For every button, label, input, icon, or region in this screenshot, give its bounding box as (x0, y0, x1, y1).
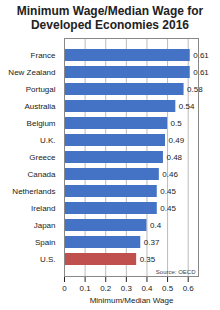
svg-text:Ireland: Ireland (31, 204, 55, 213)
svg-text:Minimum/Median Wage: Minimum/Median Wage (90, 296, 174, 305)
svg-text:Source: OECD: Source: OECD (156, 269, 196, 275)
svg-text:0.58: 0.58 (187, 85, 203, 94)
svg-text:Greece: Greece (29, 153, 56, 162)
svg-text:0: 0 (62, 284, 67, 293)
svg-text:Belgium: Belgium (27, 119, 56, 128)
svg-text:0.35: 0.35 (140, 255, 156, 264)
svg-text:Japan: Japan (34, 221, 56, 230)
svg-text:0.4: 0.4 (150, 221, 162, 230)
html-text:Minimum Wage/Median Wage for D: Minimum Wage/Median Wage for Developed E… (16, 4, 204, 32)
svg-text:0.45: 0.45 (160, 204, 176, 213)
svg-text:0.4: 0.4 (141, 284, 153, 293)
svg-text:0.5: 0.5 (171, 119, 183, 128)
svg-text:0.2: 0.2 (100, 284, 112, 293)
svg-text:0.48: 0.48 (166, 153, 182, 162)
svg-text:0.49: 0.49 (169, 136, 185, 145)
svg-text:0.46: 0.46 (162, 170, 178, 179)
svg-text:U.S.: U.S. (40, 255, 56, 264)
svg-text:Australia: Australia (24, 102, 56, 111)
svg-text:0.45: 0.45 (160, 187, 176, 196)
svg-text:0.5: 0.5 (162, 284, 174, 293)
svg-text:France: France (31, 51, 56, 60)
svg-text:U.K.: U.K. (40, 136, 56, 145)
svg-text:0.3: 0.3 (121, 284, 133, 293)
svg-text:0.54: 0.54 (179, 102, 195, 111)
svg-text:0.1: 0.1 (80, 284, 92, 293)
svg-text:0.61: 0.61 (193, 68, 209, 77)
svg-text:New Zealand: New Zealand (8, 68, 55, 77)
svg-text:0.6: 0.6 (183, 284, 195, 293)
svg-text:Portugal: Portugal (26, 85, 56, 94)
svg-text:Canada: Canada (27, 170, 56, 179)
svg-text:0.37: 0.37 (144, 238, 160, 247)
svg-text:Netherlands: Netherlands (12, 187, 55, 196)
svg-text:0.61: 0.61 (193, 51, 209, 60)
svg-text:Spain: Spain (35, 238, 55, 247)
